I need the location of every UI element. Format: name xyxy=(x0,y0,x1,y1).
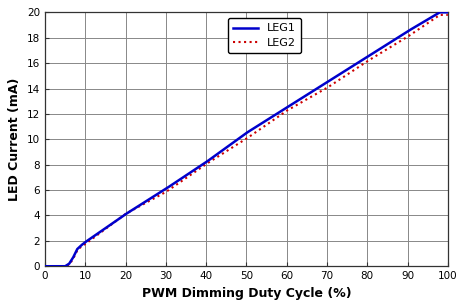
Y-axis label: LED Current (mA): LED Current (mA) xyxy=(8,78,21,201)
X-axis label: PWM Dimming Duty Cycle (%): PWM Dimming Duty Cycle (%) xyxy=(142,287,351,300)
LEG2 xyxy=(42,264,48,268)
LEG2 xyxy=(146,200,151,203)
LEG1 xyxy=(225,145,230,149)
LEG2 xyxy=(345,72,351,75)
Line: LEG1: LEG1 xyxy=(45,12,448,266)
LEG2 xyxy=(114,219,119,223)
Legend: LEG1, LEG2: LEG1, LEG2 xyxy=(228,18,301,54)
Line: LEG2: LEG2 xyxy=(45,15,448,266)
LEG2 xyxy=(225,149,230,152)
LEG1 xyxy=(311,88,317,92)
LEG1 xyxy=(114,219,119,222)
LEG1 xyxy=(345,67,351,71)
LEG2 xyxy=(280,112,285,116)
LEG1 xyxy=(42,264,48,268)
LEG1 xyxy=(280,108,285,112)
LEG2 xyxy=(445,13,451,17)
LEG1 xyxy=(146,198,151,201)
LEG1 xyxy=(445,10,451,14)
LEG1 xyxy=(438,10,443,14)
LEG2 xyxy=(311,93,317,97)
